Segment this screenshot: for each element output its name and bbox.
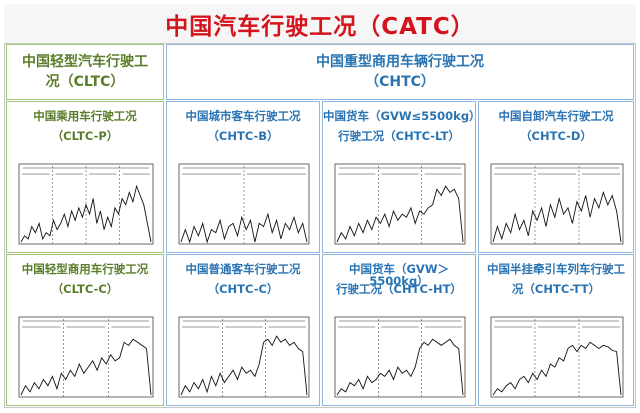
- chart-speed-trace: [336, 185, 464, 243]
- panel-cltc-p-title-line1: 中国乘用车行驶工况: [33, 109, 137, 123]
- section-header-light: 中国轻型汽车行驶工 况（CLTC）: [6, 44, 164, 100]
- panel-cltc-p-chart: [18, 163, 154, 245]
- panel-cltc-c: 中国轻型商用车行驶工况 （CLTC-C）: [6, 254, 164, 406]
- chart-axes: [18, 316, 154, 398]
- panel-chtc-c-chart: [178, 316, 310, 398]
- chart-axes: [334, 316, 466, 398]
- chart-speed-trace: [492, 190, 622, 243]
- chart-axes: [178, 316, 310, 398]
- panel-cltc-p-title-line2: （CLTC-P）: [51, 129, 119, 143]
- section-header-heavy: 中国重型商用车辆行驶工况 （CHTC）: [166, 44, 634, 100]
- panel-cltc-p: 中国乘用车行驶工况 （CLTC-P）: [6, 101, 164, 253]
- chart-speed-trace: [180, 335, 308, 396]
- panel-chtc-d-title-line2: （CHTC-D）: [520, 129, 592, 143]
- panel-chtc-ht-chart: [334, 316, 466, 398]
- panel-chtc-lt-title-line1: 中国货车（GVW≤5500kg）: [323, 109, 481, 123]
- panel-chtc-d: 中国自卸汽车行驶工况 （CHTC-D）: [478, 101, 634, 253]
- chart-speed-trace: [492, 341, 622, 396]
- chart-speed-trace: [20, 338, 152, 396]
- panel-chtc-d-title-line1: 中国自卸汽车行驶工况: [498, 109, 614, 123]
- section-header-heavy-line1: 中国重型商用车辆行驶工况: [316, 53, 484, 70]
- panel-chtc-lt-chart: [334, 163, 466, 245]
- chart-speed-trace: [336, 338, 464, 396]
- panel-chtc-b: 中国城市客车行驶工况 （CHTC-B）: [166, 101, 320, 253]
- panel-chtc-lt-title-line2: 行驶工况（CHTC-LT）: [338, 129, 460, 143]
- panel-cltc-c-chart: [18, 316, 154, 398]
- section-header-light-line2: 况（CLTC）: [45, 74, 125, 90]
- panel-chtc-d-chart: [490, 163, 624, 245]
- chart-axes: [334, 163, 466, 245]
- panel-chtc-b-title-line2: （CHTC-B）: [207, 129, 279, 143]
- panel-chtc-tt-title-line2: 况（CHTC-TT）: [511, 282, 601, 296]
- panel-chtc-ht: 中国货车（GVW＞5500kg） 行驶工况（CHTC-HT）: [322, 254, 476, 406]
- panel-chtc-c-title-line2: （CHTC-C）: [207, 282, 279, 296]
- panel-chtc-tt-title-line1: 中国半挂牵引车列车行驶工: [487, 262, 625, 276]
- panel-chtc-ht-title-line2: 行驶工况（CHTC-HT）: [336, 282, 462, 296]
- section-header-light-line1: 中国轻型汽车行驶工: [22, 53, 148, 70]
- page-title: 中国汽车行驶工况（CATC）: [4, 4, 636, 44]
- panel-chtc-tt-chart: [490, 316, 624, 398]
- panel-chtc-tt: 中国半挂牵引车列车行驶工 况（CHTC-TT）: [478, 254, 634, 406]
- chart-axes: [490, 163, 624, 245]
- panel-chtc-b-title-line1: 中国城市客车行驶工况: [185, 109, 301, 123]
- chart-speed-trace: [180, 212, 308, 244]
- chart-speed-trace: [20, 184, 152, 243]
- panel-chtc-lt: 中国货车（GVW≤5500kg） 行驶工况（CHTC-LT）: [322, 101, 481, 253]
- section-header-heavy-line2: （CHTC）: [365, 74, 435, 90]
- panel-chtc-b-chart: [178, 163, 310, 245]
- panel-chtc-ht-title-line1: 中国货车（GVW＞5500kg）: [348, 262, 450, 288]
- panel-cltc-c-title-line1: 中国轻型商用车行驶工况: [21, 262, 149, 276]
- chart-axes: [490, 316, 624, 398]
- panel-chtc-c: 中国普通客车行驶工况 （CHTC-C）: [166, 254, 320, 406]
- panel-cltc-c-title-line2: （CLTC-C）: [51, 282, 119, 296]
- panel-chtc-c-title-line1: 中国普通客车行驶工况: [185, 262, 301, 276]
